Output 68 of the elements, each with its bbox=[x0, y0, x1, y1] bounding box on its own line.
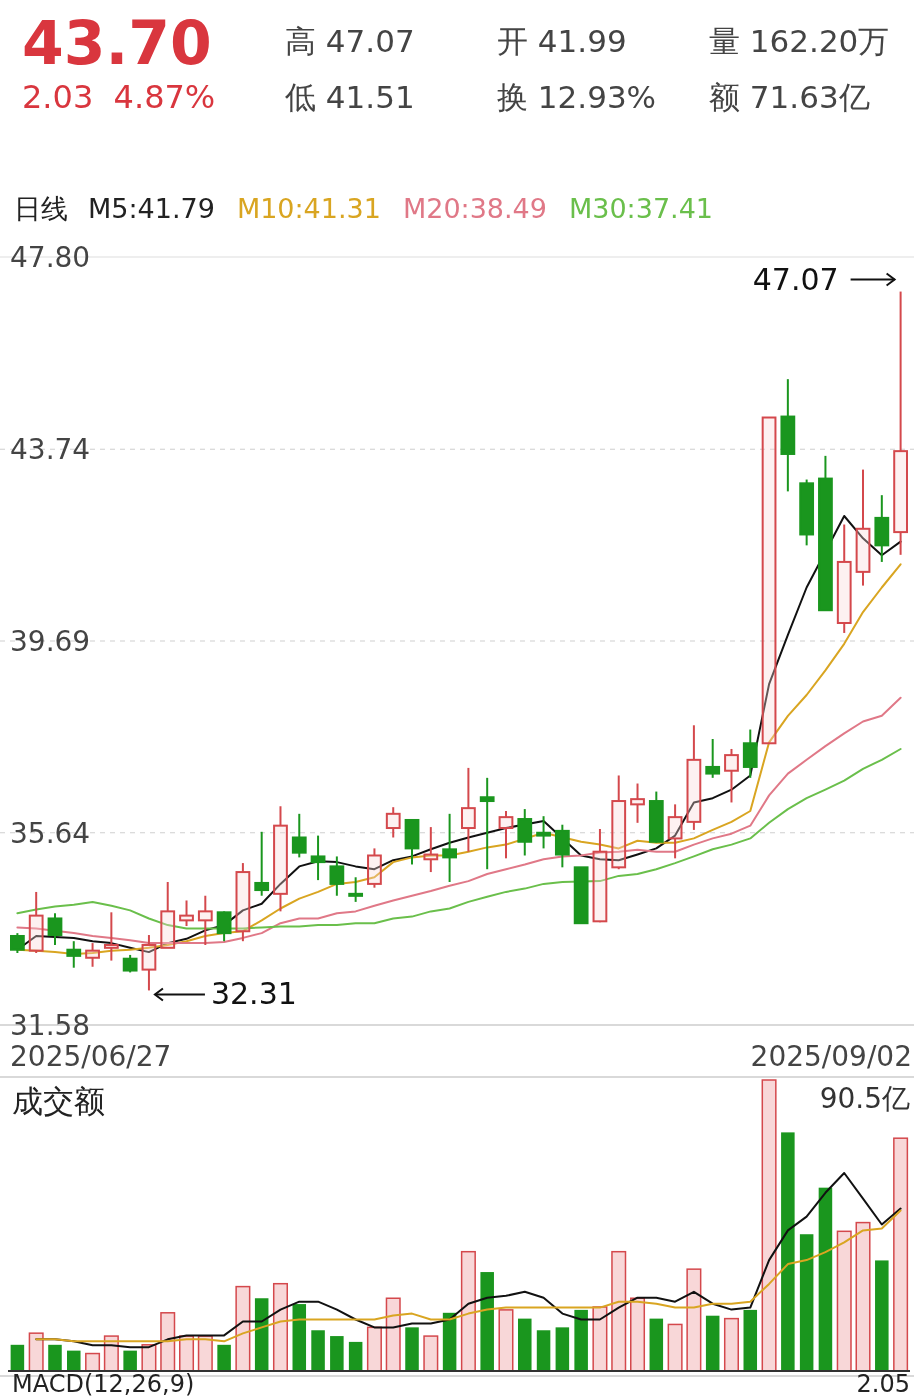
bar bbox=[799, 1234, 814, 1371]
text: M10:41.31 bbox=[236, 193, 381, 224]
bar bbox=[235, 1285, 251, 1372]
annotation: 47.07 bbox=[752, 261, 839, 297]
text: 高 47.07 bbox=[285, 23, 415, 59]
text: 2.03 4.87% bbox=[22, 78, 216, 116]
text: 额 71.63亿 bbox=[709, 79, 870, 115]
bar bbox=[818, 1187, 833, 1371]
text: 低 41.51 bbox=[285, 79, 415, 115]
bar bbox=[592, 1306, 608, 1372]
y-tick-label: 39.69 bbox=[10, 625, 91, 658]
text: M5:41.79 bbox=[88, 193, 215, 224]
bar bbox=[555, 1327, 570, 1371]
text: 量 162.20万 bbox=[709, 23, 890, 59]
bar bbox=[536, 1330, 551, 1371]
annotation: 32.31 bbox=[210, 976, 297, 1012]
bar bbox=[649, 1318, 664, 1371]
y-tick-label: 43.74 bbox=[10, 433, 91, 467]
chart-title: 成交额 bbox=[12, 1083, 105, 1119]
bar bbox=[498, 1309, 514, 1372]
bar bbox=[686, 1268, 702, 1372]
bar bbox=[28, 1332, 44, 1372]
bar bbox=[611, 1250, 627, 1372]
bar bbox=[667, 1323, 683, 1372]
text: 2025/09/02 bbox=[750, 1040, 912, 1073]
bar bbox=[781, 1132, 795, 1371]
annotation: 90.5亿 bbox=[819, 1082, 910, 1115]
bar bbox=[460, 1250, 476, 1372]
bar bbox=[705, 1315, 720, 1371]
bar bbox=[123, 1350, 137, 1371]
bar bbox=[743, 1309, 758, 1371]
text: M30:37.41 bbox=[568, 193, 714, 224]
text: 换 12.93% bbox=[497, 79, 657, 115]
bar bbox=[574, 1309, 588, 1371]
bar bbox=[761, 1079, 777, 1372]
y-tick-label: 31.58 bbox=[10, 1009, 91, 1042]
y-tick-label: 47.80 bbox=[10, 241, 91, 274]
annotation: 2.05 bbox=[856, 1370, 910, 1398]
bar bbox=[10, 1344, 25, 1371]
y-tick-label: 35.64 bbox=[10, 816, 91, 850]
bar bbox=[330, 1336, 344, 1371]
bar bbox=[311, 1330, 325, 1371]
bar bbox=[272, 1282, 288, 1372]
bar bbox=[366, 1326, 382, 1372]
bar bbox=[855, 1221, 871, 1372]
annotation: MACD(12,26,9) bbox=[12, 1370, 195, 1398]
bar bbox=[385, 1297, 401, 1372]
bar bbox=[348, 1341, 363, 1371]
bar bbox=[723, 1317, 739, 1372]
text: M20:38.49 bbox=[402, 193, 547, 224]
bar bbox=[836, 1230, 852, 1372]
bar bbox=[85, 1352, 101, 1372]
bar bbox=[292, 1304, 307, 1371]
bar bbox=[480, 1272, 494, 1371]
bar bbox=[518, 1318, 532, 1371]
bar bbox=[893, 1137, 909, 1372]
bar bbox=[423, 1335, 439, 1372]
bar bbox=[67, 1350, 81, 1371]
bar bbox=[217, 1344, 231, 1371]
bar bbox=[405, 1327, 419, 1371]
bar bbox=[48, 1344, 62, 1371]
bar bbox=[160, 1312, 176, 1372]
text: 43.70 bbox=[22, 8, 212, 78]
bar bbox=[630, 1297, 646, 1372]
legend-title: 日线 bbox=[14, 193, 68, 224]
text: 2025/06/27 bbox=[10, 1040, 172, 1073]
text: 开 41.99 bbox=[497, 23, 627, 59]
bar bbox=[875, 1260, 889, 1371]
